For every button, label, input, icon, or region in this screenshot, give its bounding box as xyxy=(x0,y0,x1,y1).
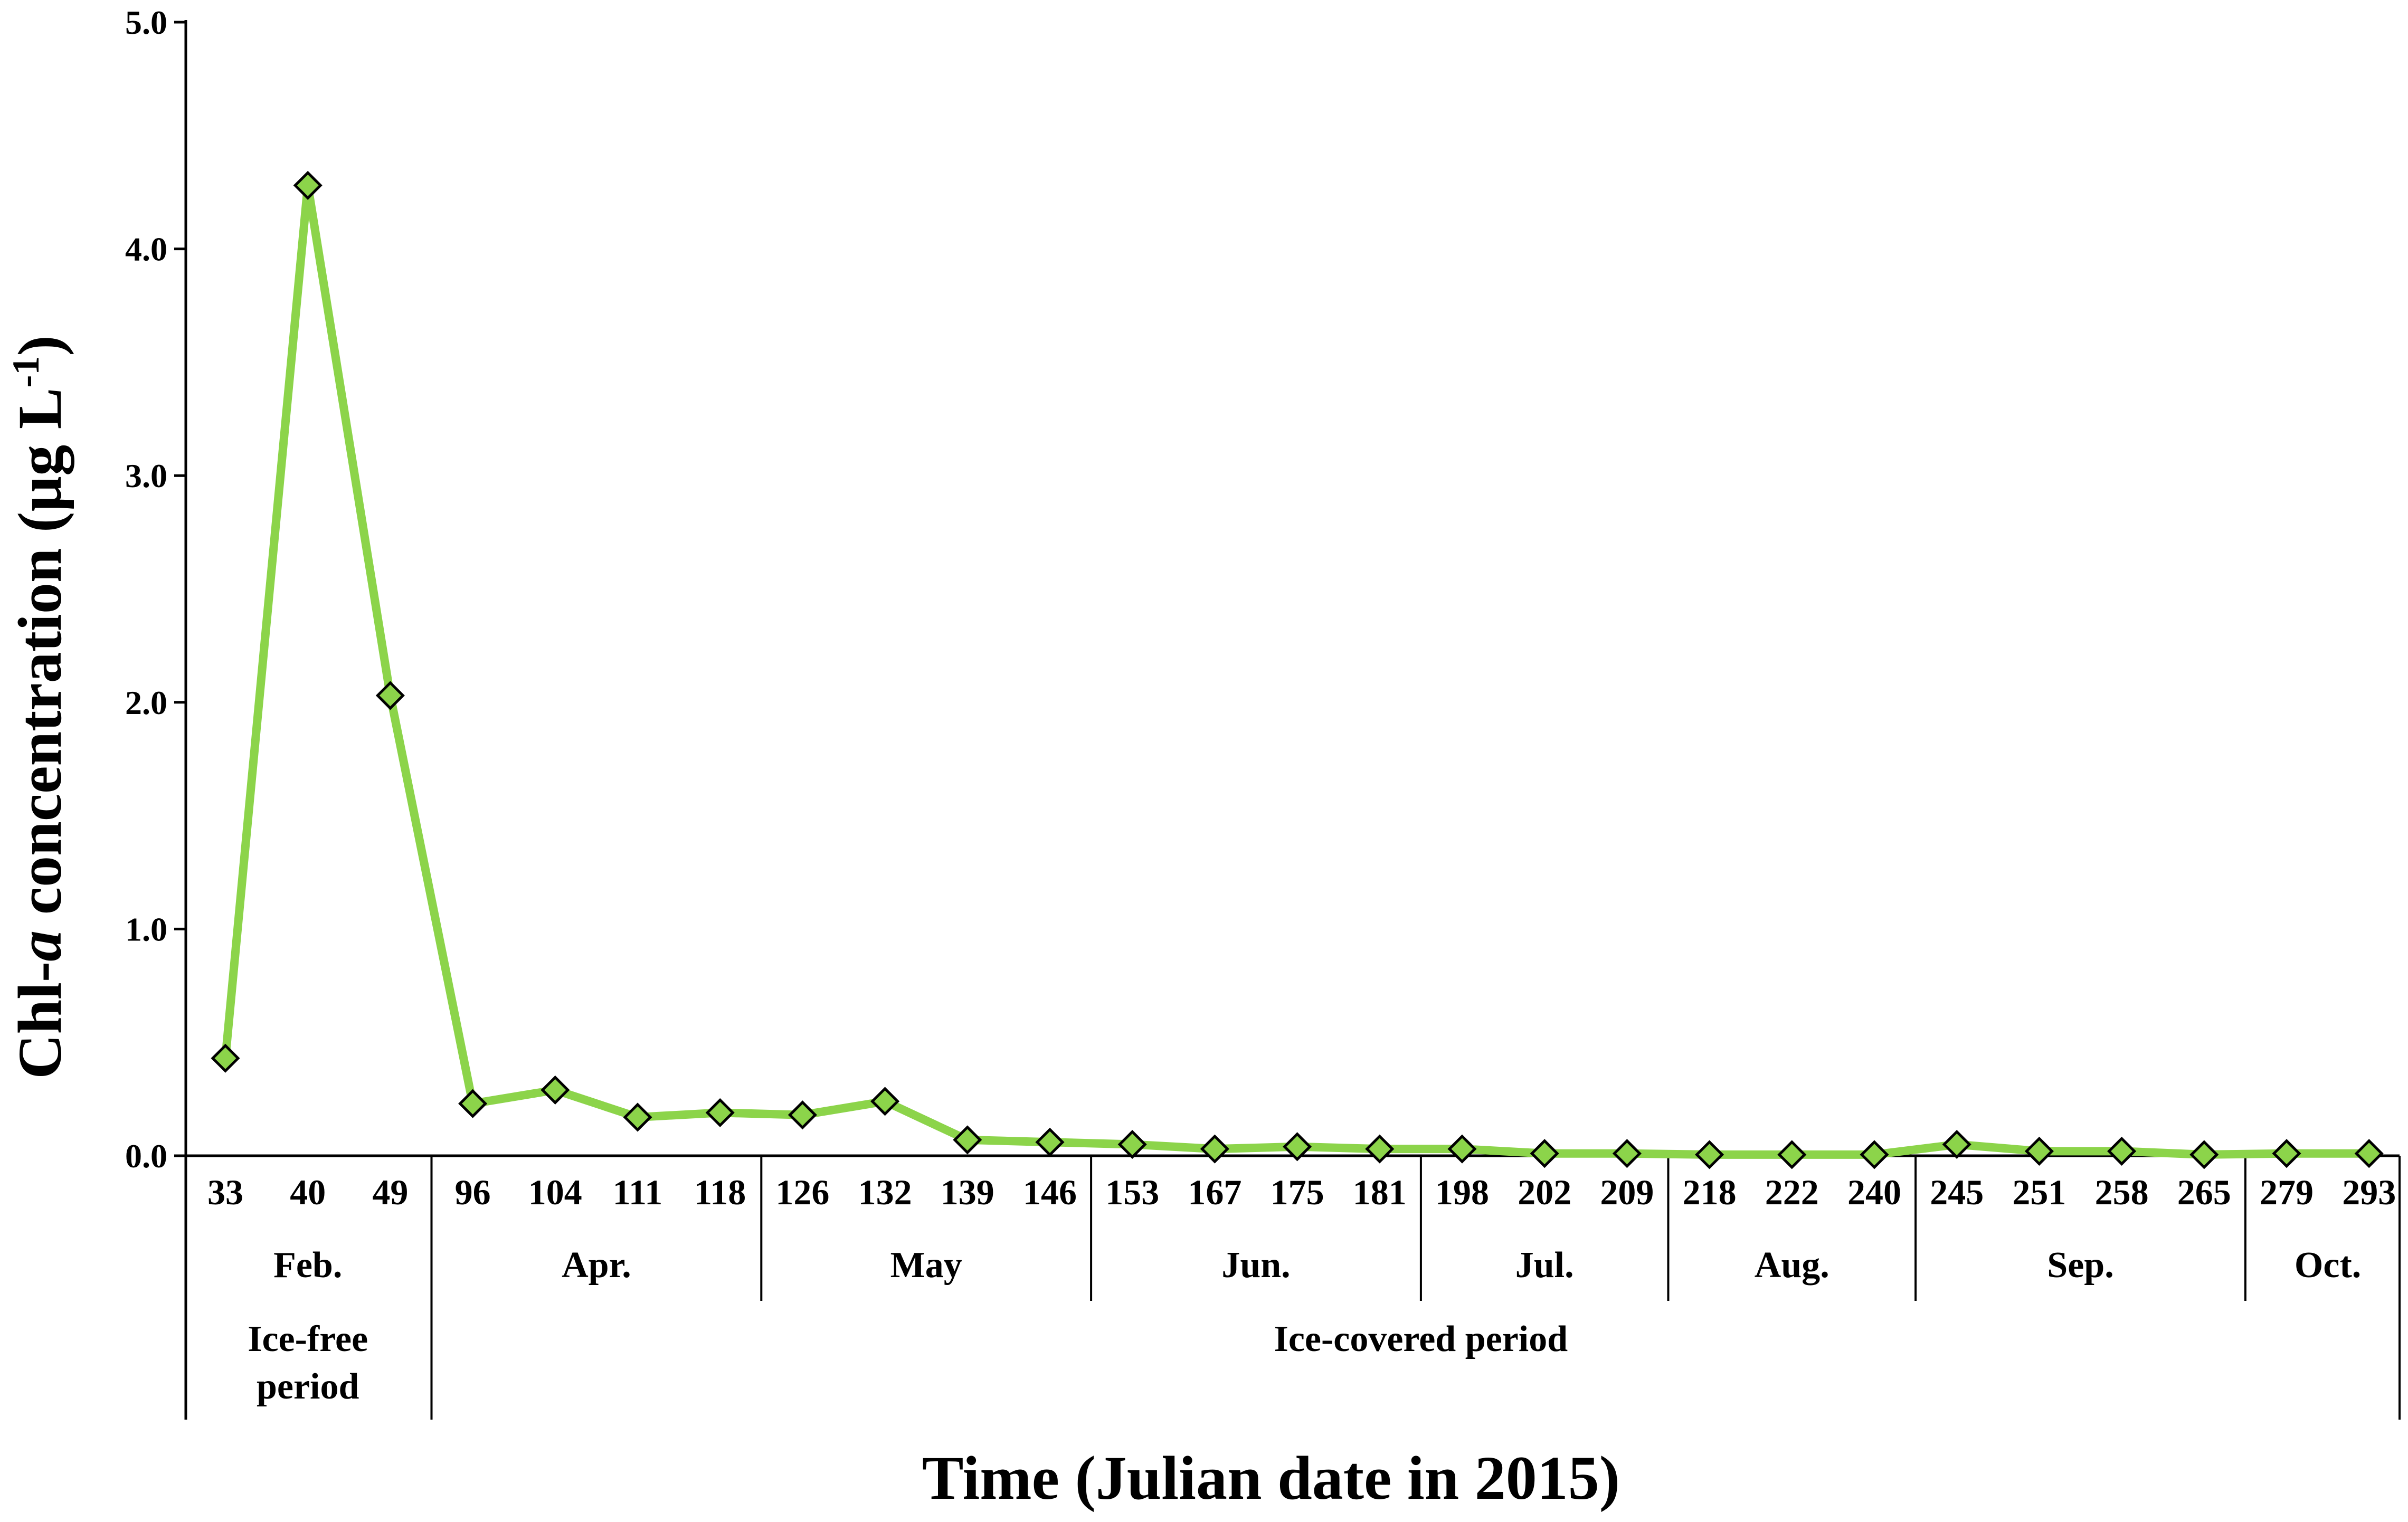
data-point-marker xyxy=(293,170,323,200)
data-point-marker xyxy=(705,1098,735,1127)
data-point-marker xyxy=(1365,1134,1395,1164)
y-tick-labels: 0.0 1.0 2.0 3.0 4.0 5.0 xyxy=(125,4,167,1175)
y-axis-title-middle: concentration (µg L xyxy=(5,388,74,930)
x-tick-label: 279 xyxy=(2260,1172,2314,1212)
x-tick-label: 111 xyxy=(613,1172,663,1212)
month-label: Feb. xyxy=(273,1245,342,1286)
data-point-marker xyxy=(2189,1140,2219,1169)
data-point-marker xyxy=(623,1102,652,1132)
data-point-marker xyxy=(870,1087,900,1116)
x-tick-label: 181 xyxy=(1353,1172,1407,1212)
x-tick-label: 222 xyxy=(1765,1172,1819,1212)
data-point-marker xyxy=(1860,1140,1889,1169)
data-point-marker xyxy=(2024,1136,2054,1166)
month-label: May xyxy=(890,1245,962,1286)
data-point-marker xyxy=(1530,1139,1559,1168)
data-point-marker xyxy=(1200,1134,1229,1164)
data-point-marker xyxy=(211,1043,240,1073)
x-tick-label: 104 xyxy=(528,1172,582,1212)
x-tick-label: 153 xyxy=(1105,1172,1159,1212)
y-axis-title-suffix: ) xyxy=(5,335,74,356)
data-point-marker xyxy=(1942,1129,1971,1159)
x-axis-title: Time (Julian date in 2015) xyxy=(922,1443,1620,1513)
month-labels: Feb. Apr. May Jun. Jul. Aug. Sep. Oct. xyxy=(273,1245,2361,1286)
x-tick-label: 209 xyxy=(1600,1172,1654,1212)
x-tick-label: 293 xyxy=(2342,1172,2396,1212)
x-tick-label: 126 xyxy=(775,1172,829,1212)
data-point-marker xyxy=(1035,1127,1065,1157)
data-point-marker xyxy=(541,1075,570,1105)
data-point-marker xyxy=(1283,1132,1312,1162)
x-tick-label: 218 xyxy=(1683,1172,1737,1212)
x-tick-label: 167 xyxy=(1188,1172,1241,1212)
data-point-marker xyxy=(458,1089,488,1118)
period-label: Ice-free xyxy=(248,1319,368,1359)
month-label: Sep. xyxy=(2047,1245,2113,1286)
x-tick-label: 202 xyxy=(1518,1172,1571,1212)
data-point-marker xyxy=(2354,1139,2384,1168)
series xyxy=(221,181,2374,1159)
y-axis-title-italic: a xyxy=(5,930,74,962)
data-point-marker xyxy=(375,681,405,710)
period-label: Ice-covered period xyxy=(1274,1319,1568,1359)
x-tick-label: 198 xyxy=(1435,1172,1489,1212)
y-tick-label: 0.0 xyxy=(125,1137,167,1175)
month-label: Apr. xyxy=(562,1245,631,1286)
x-tick-label: 33 xyxy=(207,1172,243,1212)
y-axis-title: Chl-a concentration (µg L-1) xyxy=(5,335,74,1079)
x-tick-label: 146 xyxy=(1023,1172,1077,1212)
y-tick-label: 1.0 xyxy=(125,910,167,948)
y-axis-title-prefix: Chl- xyxy=(5,962,74,1079)
y-axis-title-superscript: -1 xyxy=(5,356,47,388)
month-label: Aug. xyxy=(1755,1245,1829,1286)
x-tick-label: 40 xyxy=(290,1172,326,1212)
y-tick-label: 2.0 xyxy=(125,684,167,721)
x-tick-label: 132 xyxy=(858,1172,912,1212)
x-tick-label: 265 xyxy=(2177,1172,2231,1212)
data-point-marker xyxy=(1777,1140,1807,1169)
y-tick-label: 3.0 xyxy=(125,457,167,494)
x-tick-label: 175 xyxy=(1271,1172,1324,1212)
data-point-marker xyxy=(1447,1134,1477,1164)
x-tick-label: 96 xyxy=(455,1172,491,1212)
data-point-marker xyxy=(1117,1129,1147,1159)
y-tick-label: 4.0 xyxy=(125,231,167,268)
series-line xyxy=(221,181,2374,1159)
data-point-marker xyxy=(1612,1139,1642,1168)
x-tick-label: 49 xyxy=(372,1172,408,1212)
month-label: Jul. xyxy=(1515,1245,1574,1286)
x-tick-label: 118 xyxy=(694,1172,746,1212)
x-tick-label: 240 xyxy=(1847,1172,1901,1212)
period-label: period xyxy=(257,1366,359,1407)
x-tick-label: 258 xyxy=(2095,1172,2149,1212)
data-point-marker xyxy=(2107,1136,2137,1166)
month-label: Jun. xyxy=(1221,1245,1290,1286)
data-point-marker xyxy=(953,1125,982,1155)
x-tick-labels: 33 40 49 96 104 111 118 126 132 139 146 153 167 175 18… xyxy=(207,1172,2396,1212)
x-tick-label: 251 xyxy=(2012,1172,2066,1212)
period-labels: Ice-free period Ice-covered period xyxy=(248,1319,1568,1407)
x-tick-label: 139 xyxy=(941,1172,994,1212)
data-point-marker xyxy=(1695,1140,1724,1169)
y-tick-label: 5.0 xyxy=(125,4,167,41)
month-label: Oct. xyxy=(2295,1245,2361,1286)
markers xyxy=(211,170,2384,1169)
x-tick-label: 245 xyxy=(1930,1172,1984,1212)
data-point-marker xyxy=(2272,1139,2301,1168)
data-point-marker xyxy=(788,1100,817,1130)
